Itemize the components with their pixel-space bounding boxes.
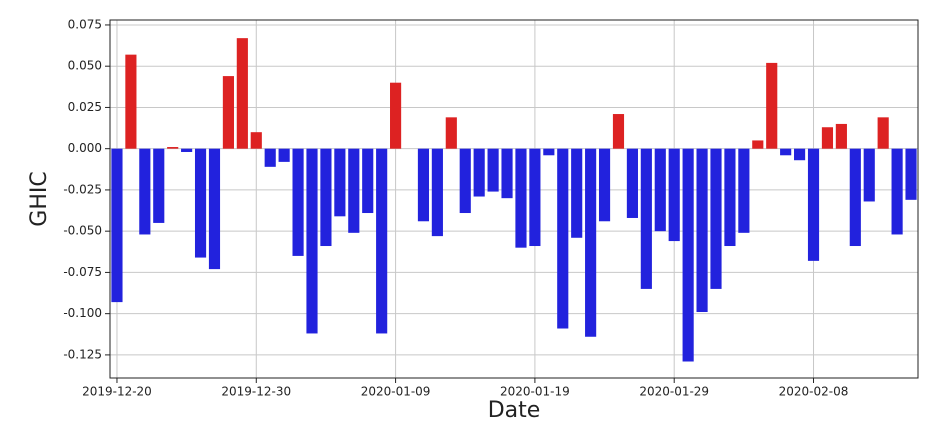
bar bbox=[208, 148, 221, 270]
x-tick-label: 2020-01-29 bbox=[639, 385, 709, 399]
bar bbox=[863, 148, 875, 202]
y-tick-label: 0.025 bbox=[68, 100, 102, 114]
bar bbox=[167, 147, 179, 149]
bar bbox=[264, 148, 276, 167]
plot-frame bbox=[109, 19, 919, 379]
x-tick-label: 2019-12-20 bbox=[82, 385, 152, 399]
bar bbox=[515, 148, 527, 248]
bar bbox=[640, 148, 652, 289]
bar bbox=[501, 148, 513, 199]
y-tick-label: -0.025 bbox=[63, 182, 102, 196]
bar bbox=[710, 148, 722, 289]
bar bbox=[612, 114, 625, 149]
x-tick-label: 2020-02-08 bbox=[779, 385, 849, 399]
bar bbox=[111, 148, 123, 303]
bar bbox=[766, 62, 778, 149]
bar bbox=[682, 148, 694, 362]
bar bbox=[752, 140, 764, 149]
y-tick-label: 0.000 bbox=[68, 141, 102, 155]
bar bbox=[668, 148, 680, 242]
bar bbox=[905, 148, 917, 200]
bar bbox=[362, 148, 374, 214]
bar bbox=[139, 148, 151, 235]
bar bbox=[891, 148, 903, 235]
y-tick-label: 0.050 bbox=[68, 59, 102, 73]
bar bbox=[807, 148, 820, 261]
bar bbox=[794, 148, 806, 161]
bar bbox=[571, 148, 583, 238]
bar bbox=[181, 148, 193, 152]
bar bbox=[278, 148, 290, 162]
bar bbox=[585, 148, 597, 337]
bar bbox=[348, 148, 360, 233]
x-axis-label: Date bbox=[488, 398, 541, 423]
bar bbox=[529, 148, 541, 247]
bar bbox=[487, 148, 499, 192]
bar bbox=[125, 54, 137, 149]
bar bbox=[877, 117, 889, 149]
bar bbox=[236, 38, 248, 149]
x-tick-label: 2020-01-09 bbox=[361, 385, 431, 399]
bar bbox=[445, 117, 457, 149]
bar bbox=[292, 148, 304, 256]
y-tick-label: -0.075 bbox=[63, 265, 102, 279]
bar bbox=[696, 148, 708, 313]
x-tick-label: 2019-12-30 bbox=[221, 385, 291, 399]
bar bbox=[306, 148, 318, 334]
bar bbox=[654, 148, 666, 232]
bar bbox=[250, 132, 262, 149]
bar bbox=[334, 148, 346, 217]
bar bbox=[153, 148, 165, 223]
bar bbox=[194, 148, 207, 258]
y-tick-label: -0.125 bbox=[63, 347, 102, 361]
bar bbox=[835, 123, 847, 149]
bar bbox=[626, 148, 638, 218]
bar bbox=[390, 82, 402, 149]
y-tick-label: 0.075 bbox=[68, 17, 102, 31]
x-tick-label: 2020-01-19 bbox=[500, 385, 570, 399]
bar bbox=[849, 148, 861, 247]
bar bbox=[724, 148, 736, 247]
y-axis-label: GHIC bbox=[27, 171, 52, 226]
bar bbox=[738, 148, 750, 233]
bar bbox=[543, 148, 555, 156]
bar bbox=[431, 148, 443, 237]
bar bbox=[473, 148, 485, 197]
bar bbox=[780, 148, 792, 156]
bar bbox=[821, 127, 834, 149]
y-tick-label: -0.050 bbox=[63, 224, 102, 238]
bar bbox=[417, 148, 430, 222]
bar bbox=[598, 148, 611, 222]
bar bbox=[222, 76, 234, 149]
bar bbox=[376, 148, 388, 334]
bar bbox=[459, 148, 471, 214]
bar bbox=[557, 148, 569, 329]
y-tick-label: -0.100 bbox=[63, 306, 102, 320]
bar bbox=[320, 148, 332, 247]
